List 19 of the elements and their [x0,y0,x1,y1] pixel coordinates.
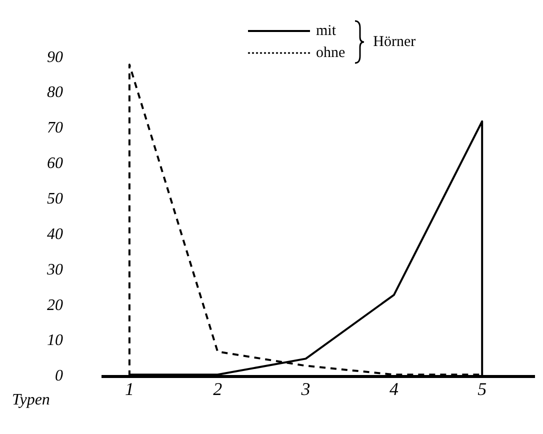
y-tick-label: 20 [47,296,63,314]
y-tick-label: 10 [47,332,63,350]
legend-label: ohne [316,44,346,62]
x-tick-label: 1 [124,378,134,399]
y-tick-label: 80 [47,84,63,102]
x-tick-label: 4 [389,378,398,399]
y-tick-label: 40 [47,226,63,243]
y-tick-label: 60 [47,155,63,172]
x-tick-label: 3 [300,378,310,399]
y-tick-label: 30 [46,261,63,278]
x-tick-label: 5 [478,378,487,399]
legend-title: Hörner [373,34,416,50]
y-tick-label: 50 [47,190,63,208]
y-tick-label: 90 [47,48,63,66]
legend-label: mit [316,22,336,40]
x-tick-label: 2 [213,378,222,399]
y-tick-label: 0 [55,368,63,385]
y-tick-label: 70 [47,120,63,137]
x-axis-title: Typen [12,392,50,409]
